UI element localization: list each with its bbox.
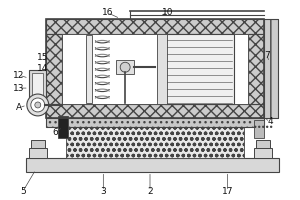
Circle shape xyxy=(266,126,268,128)
Bar xyxy=(248,34,264,104)
Bar xyxy=(264,19,278,118)
Bar xyxy=(254,120,264,138)
Circle shape xyxy=(31,98,45,112)
Circle shape xyxy=(270,126,272,128)
Bar xyxy=(116,60,134,74)
Circle shape xyxy=(262,126,264,128)
Text: 13: 13 xyxy=(13,84,25,93)
Text: 16: 16 xyxy=(101,8,113,17)
Bar xyxy=(254,148,272,158)
Text: 2: 2 xyxy=(147,187,153,196)
Text: 7: 7 xyxy=(264,51,270,60)
Bar xyxy=(46,104,264,118)
Bar xyxy=(29,70,46,105)
Bar xyxy=(46,115,264,127)
Bar xyxy=(31,140,45,148)
Bar xyxy=(32,73,43,102)
Circle shape xyxy=(258,126,260,128)
Bar xyxy=(165,34,234,104)
Bar xyxy=(46,34,62,104)
Bar xyxy=(58,116,68,138)
Text: 17: 17 xyxy=(222,187,233,196)
Text: A: A xyxy=(16,103,22,112)
Bar xyxy=(61,34,248,104)
Bar xyxy=(264,19,278,118)
Text: 4: 4 xyxy=(267,117,273,126)
Text: 5: 5 xyxy=(20,187,26,196)
Bar xyxy=(256,140,270,148)
Bar xyxy=(29,148,47,158)
Text: 15: 15 xyxy=(37,53,49,62)
Bar xyxy=(26,158,279,172)
Bar xyxy=(66,125,244,158)
Bar xyxy=(86,35,92,103)
Circle shape xyxy=(27,94,49,116)
Text: 12: 12 xyxy=(13,71,25,80)
Bar xyxy=(157,34,167,104)
Text: 14: 14 xyxy=(37,64,48,73)
Circle shape xyxy=(254,126,256,128)
Text: 3: 3 xyxy=(100,187,106,196)
Text: 10: 10 xyxy=(162,8,174,17)
Circle shape xyxy=(35,102,41,108)
Bar xyxy=(46,19,264,118)
Bar xyxy=(46,19,264,34)
Circle shape xyxy=(120,62,130,72)
Text: 6: 6 xyxy=(53,128,58,137)
